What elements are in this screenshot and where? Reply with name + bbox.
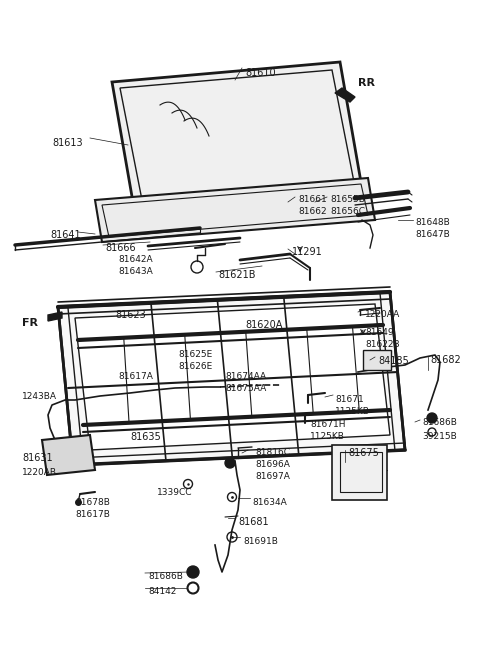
Text: 84185: 84185: [378, 356, 409, 366]
Text: 81623: 81623: [115, 310, 146, 320]
Text: 81631: 81631: [22, 453, 53, 463]
Text: 81655B: 81655B: [330, 195, 365, 204]
Bar: [332, 445, 387, 500]
Bar: [363, 350, 391, 370]
Text: 81648B: 81648B: [415, 218, 450, 227]
Text: 81661: 81661: [298, 195, 327, 204]
Text: 81621B: 81621B: [218, 270, 255, 280]
Text: 81641: 81641: [50, 230, 81, 240]
Text: 81662: 81662: [298, 207, 326, 216]
Text: 81613: 81613: [52, 138, 83, 148]
Text: 1220AA: 1220AA: [365, 310, 400, 319]
Text: 81671H: 81671H: [310, 420, 346, 429]
Text: 84142: 84142: [148, 587, 176, 596]
Text: 81617B: 81617B: [75, 510, 110, 519]
Text: 81691B: 81691B: [243, 537, 278, 546]
Circle shape: [225, 458, 235, 468]
Text: 81617A: 81617A: [118, 372, 153, 381]
Text: 81620A: 81620A: [245, 320, 282, 330]
Text: 81816C: 81816C: [255, 448, 290, 457]
Text: 81674AA: 81674AA: [225, 372, 266, 381]
Text: 11291: 11291: [292, 247, 323, 257]
Bar: [340, 452, 382, 492]
Text: 81649: 81649: [365, 328, 394, 337]
Polygon shape: [112, 62, 362, 208]
Text: 81682: 81682: [430, 355, 461, 365]
Text: 81642A: 81642A: [118, 255, 153, 264]
Text: 81696A: 81696A: [255, 460, 290, 469]
Text: 81622B: 81622B: [365, 340, 400, 349]
Text: 81626E: 81626E: [178, 362, 212, 371]
Text: 81675: 81675: [348, 448, 379, 458]
Circle shape: [187, 566, 199, 578]
Polygon shape: [335, 88, 355, 102]
Text: 1125KB: 1125KB: [335, 407, 370, 416]
Polygon shape: [48, 312, 62, 321]
Text: 81671: 81671: [335, 395, 364, 404]
Text: 1243BA: 1243BA: [22, 392, 57, 401]
Text: 1339CC: 1339CC: [157, 488, 192, 497]
Text: 81686B: 81686B: [422, 418, 457, 427]
Polygon shape: [95, 178, 375, 242]
Text: 81686B: 81686B: [148, 572, 183, 581]
Text: 81635: 81635: [130, 432, 161, 442]
Text: 1220AB: 1220AB: [22, 468, 57, 477]
Text: 39215B: 39215B: [422, 432, 457, 441]
Text: 81643A: 81643A: [118, 267, 153, 276]
Text: 81697A: 81697A: [255, 472, 290, 481]
Text: 81625E: 81625E: [178, 350, 212, 359]
Text: 81656C: 81656C: [330, 207, 365, 216]
Text: 1125KB: 1125KB: [310, 432, 345, 441]
Text: RR: RR: [358, 78, 375, 88]
Text: 81666: 81666: [105, 243, 136, 253]
Text: 81678B: 81678B: [75, 498, 110, 507]
Polygon shape: [75, 304, 390, 450]
Text: 81634A: 81634A: [252, 498, 287, 507]
Polygon shape: [58, 292, 405, 465]
Text: 81675AA: 81675AA: [225, 384, 266, 393]
Text: 81610: 81610: [245, 68, 276, 78]
Circle shape: [428, 428, 436, 436]
Polygon shape: [42, 435, 95, 475]
Text: 81681: 81681: [238, 517, 269, 527]
Text: FR: FR: [22, 318, 38, 328]
Circle shape: [427, 413, 437, 423]
Text: 81647B: 81647B: [415, 230, 450, 239]
